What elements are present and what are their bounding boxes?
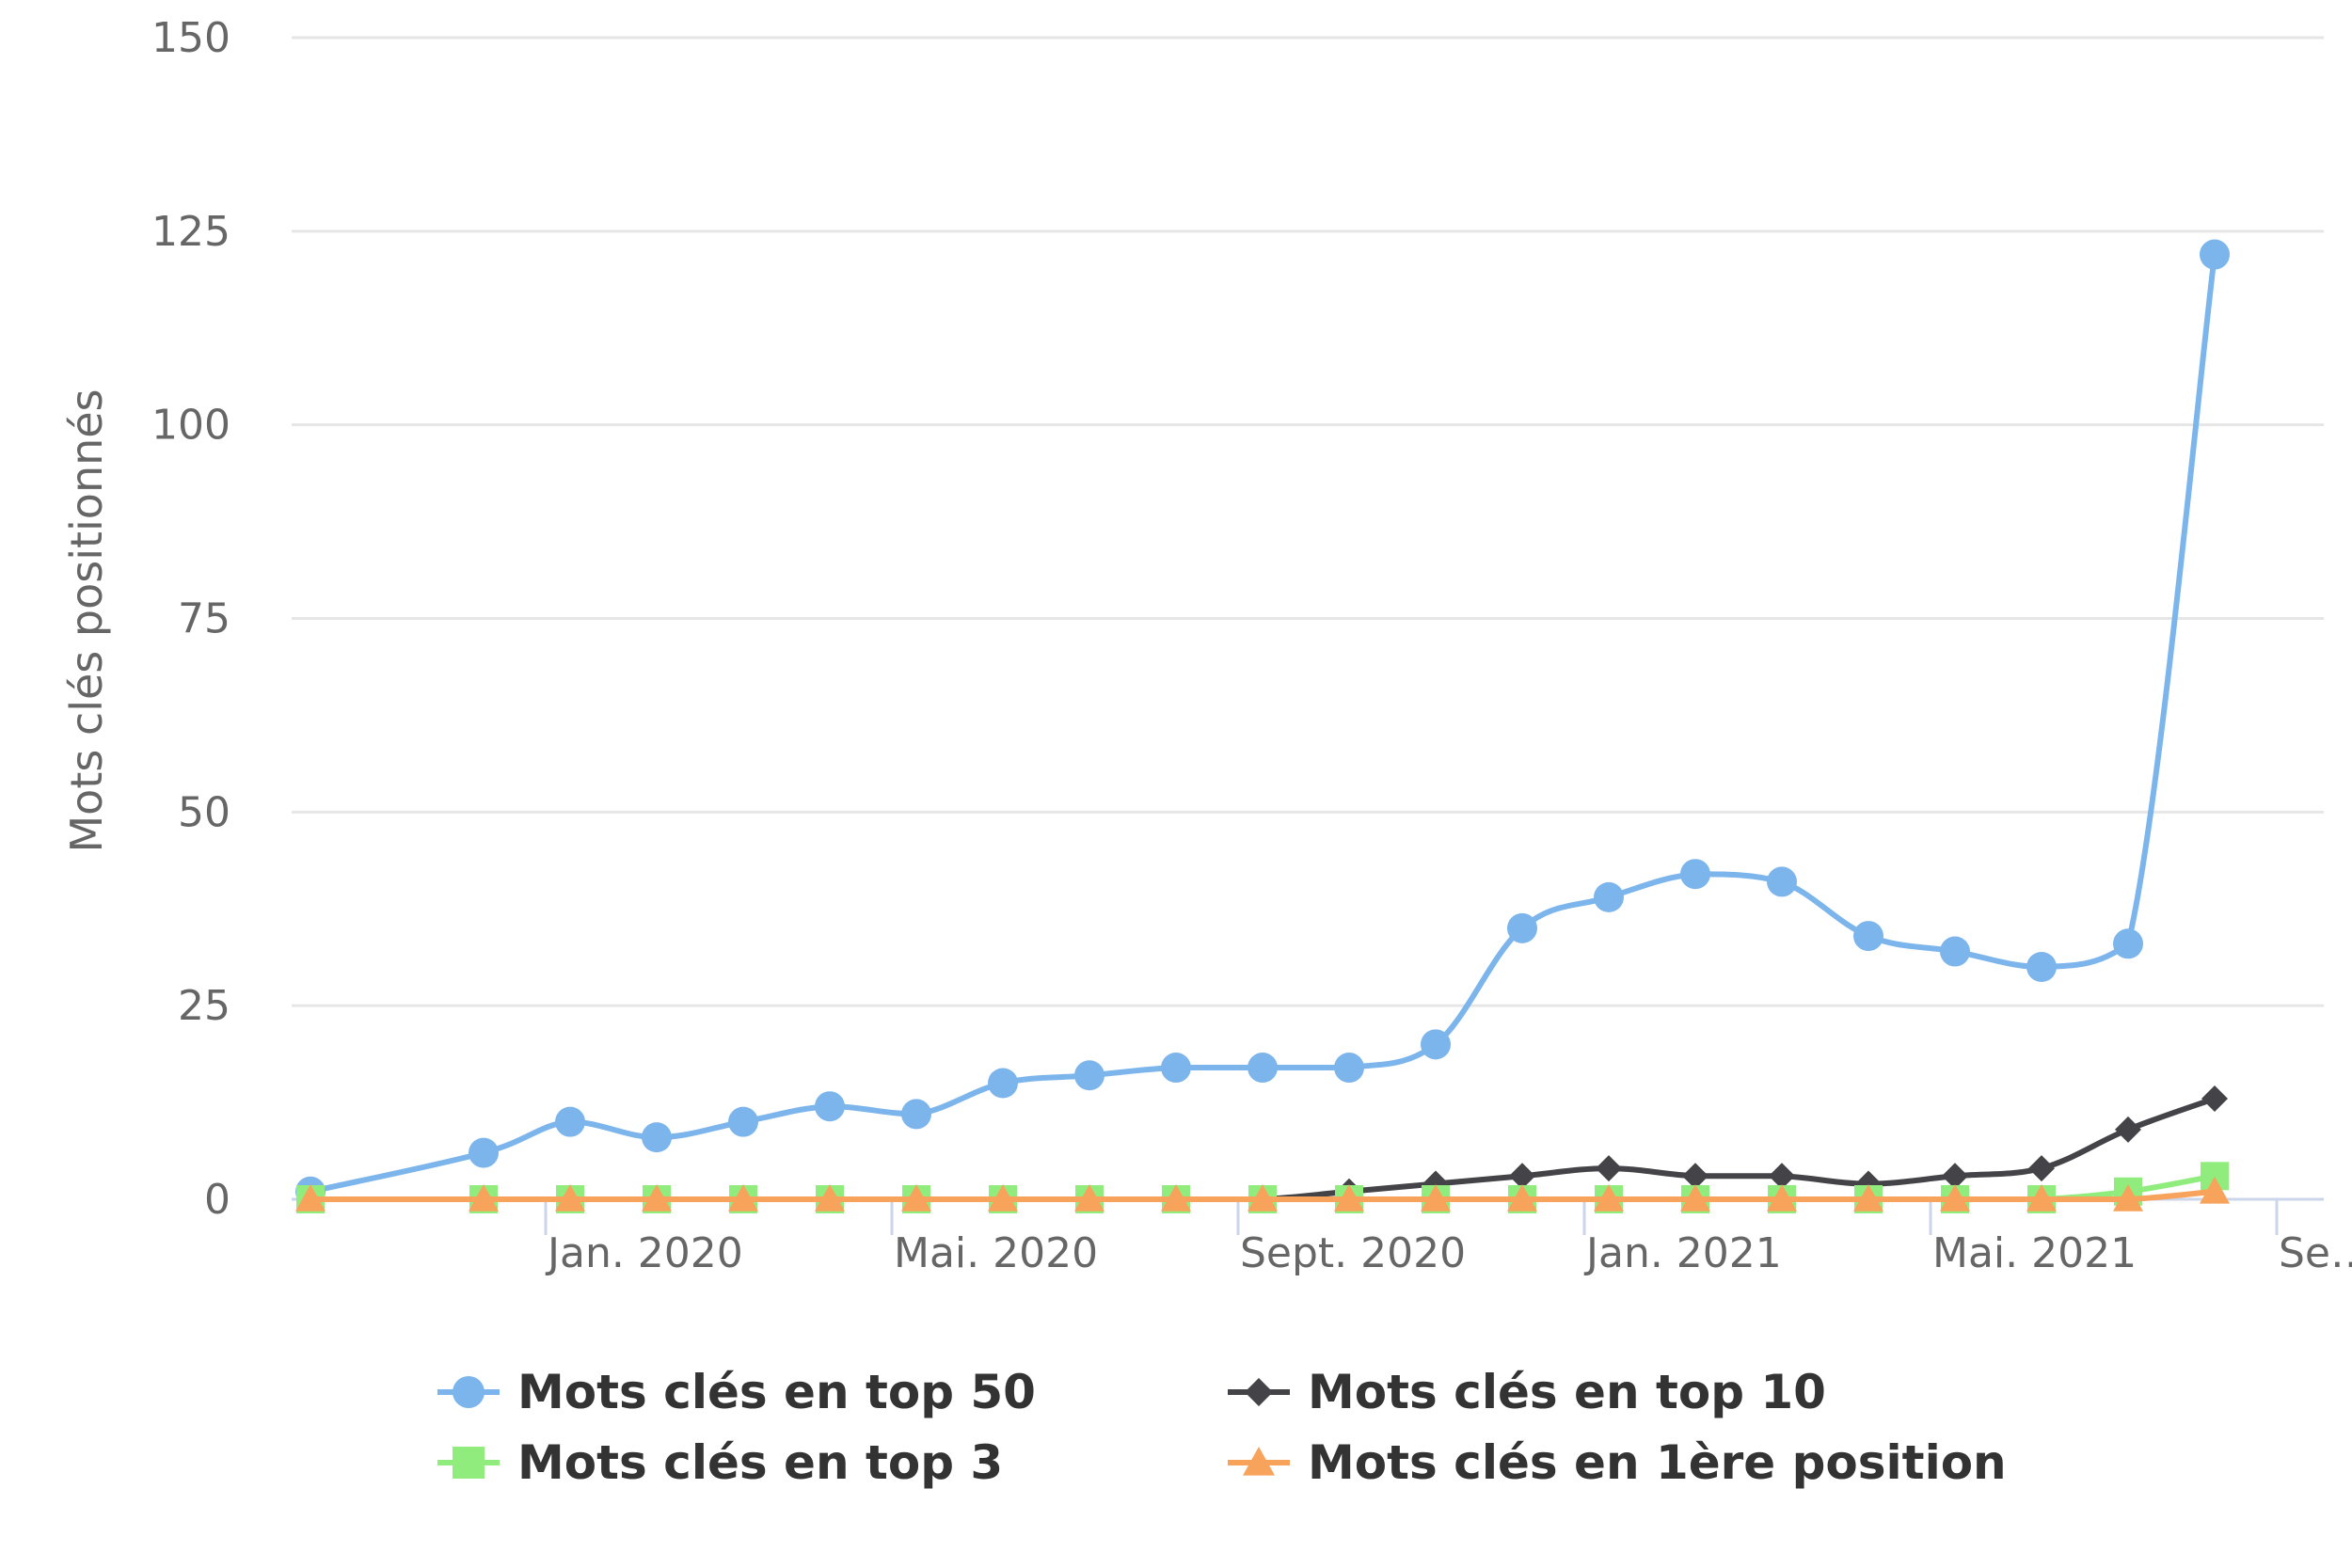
data-point-triangle — [988, 1184, 1018, 1212]
data-point-circle — [901, 1099, 931, 1130]
data-point-triangle — [1594, 1184, 1624, 1212]
data-point-circle — [728, 1106, 758, 1137]
data-point-triangle — [1421, 1184, 1451, 1212]
data-point-diamond — [1942, 1163, 1968, 1190]
data-point-triangle — [642, 1184, 672, 1212]
data-point-triangle — [295, 1184, 326, 1212]
legend-label: Mots clés en top 10 — [1308, 1365, 1826, 1419]
data-point-triangle — [815, 1184, 845, 1212]
data-point-circle — [1248, 1053, 1278, 1084]
x-tick-label: Sept. 2020 — [1240, 1229, 1466, 1277]
data-point-circle — [988, 1068, 1018, 1099]
data-point-triangle — [1161, 1184, 1191, 1212]
data-point-triangle — [2026, 1184, 2057, 1212]
data-point-triangle — [1680, 1184, 1710, 1212]
y-tick-label: 0 — [204, 1176, 230, 1224]
data-point-circle — [1680, 859, 1710, 890]
legend-label: Mots clés en top 50 — [517, 1365, 1036, 1419]
data-point-triangle — [469, 1184, 499, 1212]
data-point-triangle — [2200, 1176, 2230, 1204]
legend-item[interactable]: Mots clés en top 10 — [1228, 1365, 1826, 1419]
data-point-circle — [1507, 912, 1537, 943]
data-point-diamond — [2115, 1116, 2141, 1143]
data-point-circle — [1074, 1060, 1104, 1091]
x-tick-label: Jan. 2021 — [1583, 1229, 1782, 1277]
data-point-diamond — [1682, 1163, 1708, 1190]
y-tick-label: 150 — [151, 14, 230, 62]
series-line — [308, 1095, 2217, 1203]
data-point-circle — [642, 1122, 672, 1153]
legend-label: Mots clés en top 3 — [517, 1435, 1003, 1490]
data-point-triangle — [1853, 1184, 1883, 1212]
series-line — [308, 251, 2217, 1195]
data-point-circle — [1853, 921, 1883, 952]
data-point-circle — [815, 1091, 845, 1122]
data-point-triangle — [901, 1184, 931, 1212]
series-4 — [295, 1176, 2230, 1212]
x-axis: Jan. 2020 Mai. 2020 Sept. 2020 Jan. 2021 Mai… — [292, 1197, 2352, 1277]
data-point-diamond — [1769, 1163, 1795, 1190]
data-point-diamond — [2201, 1085, 2228, 1112]
y-tick-label: 100 — [151, 402, 230, 450]
data-point-diamond — [1245, 1378, 1273, 1406]
series-1 — [295, 239, 2230, 1207]
data-point-circle — [555, 1106, 585, 1137]
data-point-triangle — [555, 1184, 585, 1212]
y-axis-title: Mots clés positionnés — [61, 388, 112, 852]
data-point-triangle — [2113, 1184, 2143, 1212]
y-tick-label: 50 — [178, 788, 230, 836]
data-point-diamond — [1509, 1163, 1535, 1190]
x-tick-label: Mai. 2020 — [894, 1229, 1098, 1277]
data-point-circle — [453, 1376, 485, 1408]
data-point-triangle — [1940, 1184, 1970, 1212]
data-point-circle — [1767, 866, 1797, 897]
data-point-circle — [1421, 1029, 1451, 1060]
data-point-triangle — [1248, 1184, 1278, 1212]
x-tick-label: Jan. 2020 — [545, 1229, 743, 1277]
series-line — [308, 1188, 2217, 1203]
legend-item[interactable]: Mots clés en 1ère position — [1228, 1435, 2007, 1490]
y-tick-label: 125 — [151, 208, 230, 256]
x-tick-label: Mai. 2021 — [1932, 1229, 2137, 1277]
x-tick-label: Se… — [2279, 1229, 2352, 1277]
data-point-triangle — [1243, 1447, 1275, 1476]
data-point-diamond — [2028, 1155, 2055, 1182]
legend-item[interactable]: Mots clés en top 3 — [437, 1435, 1003, 1490]
legend: Mots clés en top 50 Mots clés en top 10 Mo… — [437, 1365, 2007, 1490]
y-tick-label: 25 — [178, 982, 230, 1030]
data-point-triangle — [728, 1184, 758, 1212]
data-point-triangle — [1334, 1184, 1364, 1212]
data-point-circle — [2200, 239, 2230, 270]
data-point-square — [453, 1447, 485, 1479]
data-point-circle — [2113, 928, 2143, 959]
data-point-triangle — [1767, 1184, 1797, 1212]
series-group — [295, 239, 2230, 1213]
data-point-circle — [2026, 952, 2057, 982]
data-point-circle — [1161, 1053, 1191, 1084]
grid-lines — [292, 36, 2324, 1007]
legend-label: Mots clés en 1ère position — [1308, 1435, 2007, 1490]
data-point-diamond — [1596, 1155, 1622, 1182]
data-point-circle — [1594, 881, 1624, 912]
y-axis-ticks: 0 25 50 75 100 125 150 — [151, 14, 230, 1224]
data-point-triangle — [1074, 1184, 1104, 1212]
data-point-circle — [1334, 1053, 1364, 1084]
legend-item[interactable]: Mots clés en top 50 — [437, 1365, 1036, 1419]
data-point-triangle — [1507, 1184, 1537, 1212]
data-point-circle — [469, 1137, 499, 1168]
y-tick-label: 75 — [178, 595, 230, 643]
data-point-circle — [1940, 936, 1970, 967]
